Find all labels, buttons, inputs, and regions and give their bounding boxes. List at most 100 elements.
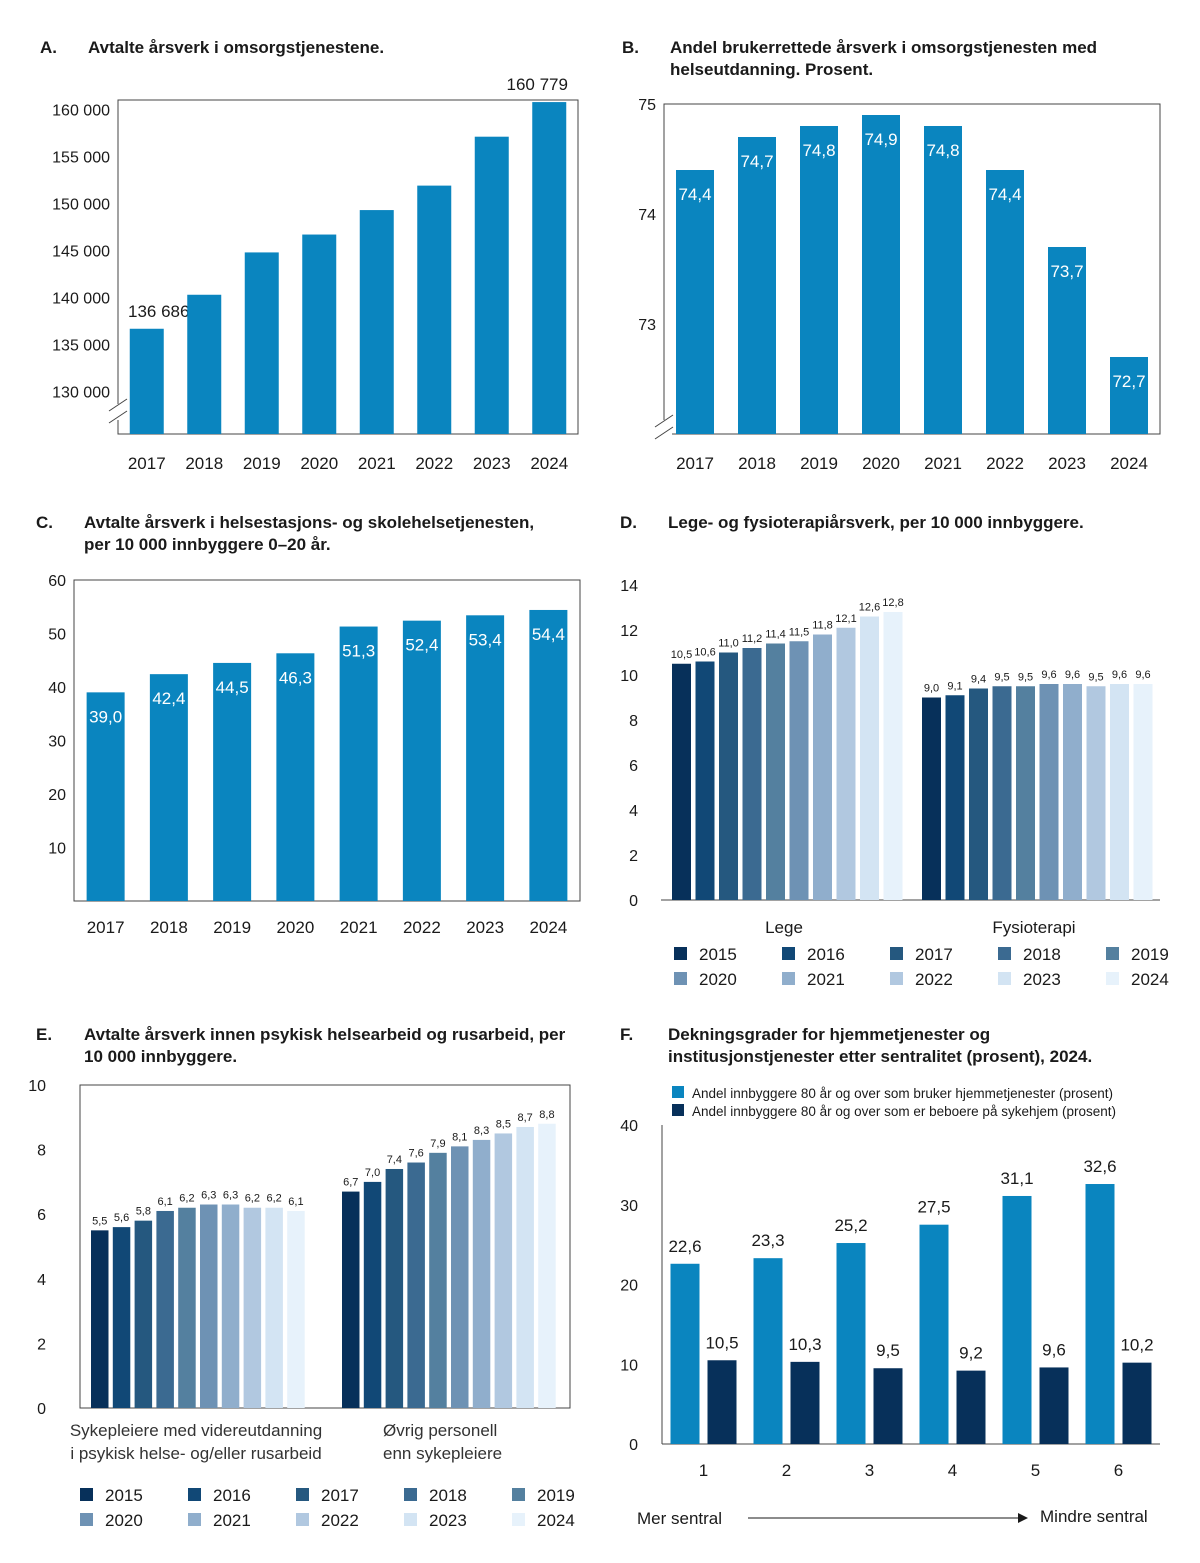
y-tick-label: 135 000 — [52, 338, 110, 355]
y-tick-label: 40 — [48, 680, 66, 697]
bar-2020 — [789, 641, 809, 900]
x-tick-label: 2020 — [276, 918, 314, 937]
bar-sykehjem — [790, 1361, 820, 1444]
bar — [862, 115, 900, 434]
bar-2019 — [429, 1152, 447, 1408]
y-tick-label: 50 — [48, 627, 66, 644]
group-label-ovrig: enn sykepleiere — [383, 1444, 502, 1463]
bar-sykehjem — [956, 1370, 986, 1444]
data-label: 72,7 — [1112, 372, 1145, 391]
data-label: 9,6 — [1065, 669, 1080, 681]
data-label: 9,6 — [1112, 669, 1127, 681]
data-label: 74,4 — [988, 185, 1021, 204]
data-label: 11,0 — [718, 638, 739, 650]
bar-2018 — [992, 686, 1012, 900]
bar — [187, 294, 222, 434]
data-label: 6,3 — [223, 1190, 238, 1202]
data-label: 10,5 — [705, 1333, 738, 1352]
legend-swatch-2020 — [80, 1513, 93, 1526]
plot-frame — [73, 579, 581, 902]
data-label: 9,6 — [1135, 669, 1150, 681]
bar-2018 — [407, 1162, 425, 1408]
data-label: 23,3 — [751, 1231, 784, 1250]
y-tick-label: 20 — [48, 787, 66, 804]
data-label: 9,5 — [876, 1341, 900, 1360]
bar — [402, 620, 441, 901]
x-tick-label: 2020 — [300, 454, 338, 473]
data-label: 6,2 — [245, 1193, 260, 1205]
panel-e-title-text: Avtalte årsverk innen psykisk helsearbei… — [84, 1025, 566, 1066]
data-label: 6,2 — [179, 1193, 194, 1205]
bar-2019 — [178, 1207, 196, 1408]
data-label: 31,1 — [1000, 1169, 1033, 1188]
data-label: 9,6 — [1041, 669, 1056, 681]
bar — [1110, 357, 1148, 434]
y-tick-label: 30 — [48, 734, 66, 751]
y-tick-label: 155 000 — [52, 149, 110, 166]
data-label: 7,4 — [387, 1154, 402, 1166]
bar — [129, 328, 164, 434]
legend-label-2022: 2022 — [321, 1511, 359, 1530]
x-tick-label: 2023 — [1048, 454, 1086, 473]
bar-2017 — [969, 688, 988, 900]
x-tick-label: 2021 — [924, 454, 962, 473]
bar-2023 — [265, 1207, 283, 1408]
bar — [86, 692, 125, 901]
y-tick-label: 140 000 — [52, 291, 110, 308]
data-label: 44,5 — [216, 678, 249, 697]
bar — [213, 662, 252, 901]
data-label: 9,5 — [1018, 671, 1033, 683]
x-tick-label: 2021 — [358, 454, 396, 473]
legend-label-2018: 2018 — [1023, 945, 1061, 964]
axis-label-mindre-sentral: Mindre sentral — [1040, 1507, 1148, 1526]
x-tick-label: 2017 — [87, 918, 125, 937]
y-tick-label: 2 — [629, 848, 638, 865]
data-label: 51,3 — [342, 642, 375, 661]
legend-swatch-2023 — [998, 972, 1011, 985]
plot-frame — [79, 1084, 571, 1409]
bar-2016 — [695, 661, 715, 900]
bar — [800, 126, 838, 434]
y-tick-label: 10 — [48, 841, 66, 858]
group-label-ovrig: Øvrig personell — [383, 1421, 497, 1440]
legend-swatch-2021 — [188, 1513, 201, 1526]
bar-2015 — [342, 1191, 360, 1408]
x-tick-label: 6 — [1114, 1461, 1123, 1480]
y-tick-label: 6 — [629, 758, 638, 775]
legend-swatch-2019 — [512, 1488, 525, 1501]
panel-f-letter: F. — [620, 1025, 634, 1044]
x-tick-label: 2018 — [185, 454, 223, 473]
y-tick-label: 74 — [638, 207, 656, 224]
data-label: 11,5 — [789, 626, 810, 638]
panel-a-letter: A. — [40, 38, 57, 57]
bar-2024 — [1133, 684, 1153, 900]
bar-2024 — [538, 1123, 556, 1408]
legend-label-2018: 2018 — [429, 1486, 467, 1505]
legend-swatch-2016 — [782, 947, 795, 960]
bar — [302, 234, 337, 434]
legend-label-2023: 2023 — [1023, 970, 1061, 989]
y-tick-label: 0 — [37, 1401, 46, 1418]
sentrality-arrow-head — [1018, 1513, 1028, 1523]
data-label: 10,5 — [671, 649, 692, 661]
x-tick-label: 2021 — [340, 918, 378, 937]
data-label: 12,8 — [882, 597, 903, 609]
y-tick-label: 14 — [620, 578, 638, 595]
legend-label-2024: 2024 — [1131, 970, 1169, 989]
data-label: 74,9 — [864, 130, 897, 149]
data-label: 6,1 — [288, 1196, 303, 1208]
data-label: 74,4 — [678, 185, 711, 204]
x-tick-label: 5 — [1031, 1461, 1040, 1480]
data-label: 6,1 — [158, 1196, 173, 1208]
bar-2020 — [200, 1204, 218, 1408]
panel-e-title: E. Avtalte årsverk innen psykisk helsear… — [36, 1024, 596, 1072]
x-tick-label: 2022 — [986, 454, 1024, 473]
legend-label: Andel innbyggere 80 år og over som bruke… — [692, 1086, 1113, 1101]
axis-break-mark — [108, 398, 128, 412]
legend-label-2024: 2024 — [537, 1511, 575, 1530]
bar-hjemmetjenester — [753, 1258, 783, 1444]
bar-2015 — [91, 1230, 109, 1408]
bar-2024 — [883, 612, 903, 900]
panel-f-title-text: Dekningsgrader for hjemmetjenester og in… — [668, 1025, 1093, 1066]
y-tick-label: 40 — [620, 1118, 638, 1135]
